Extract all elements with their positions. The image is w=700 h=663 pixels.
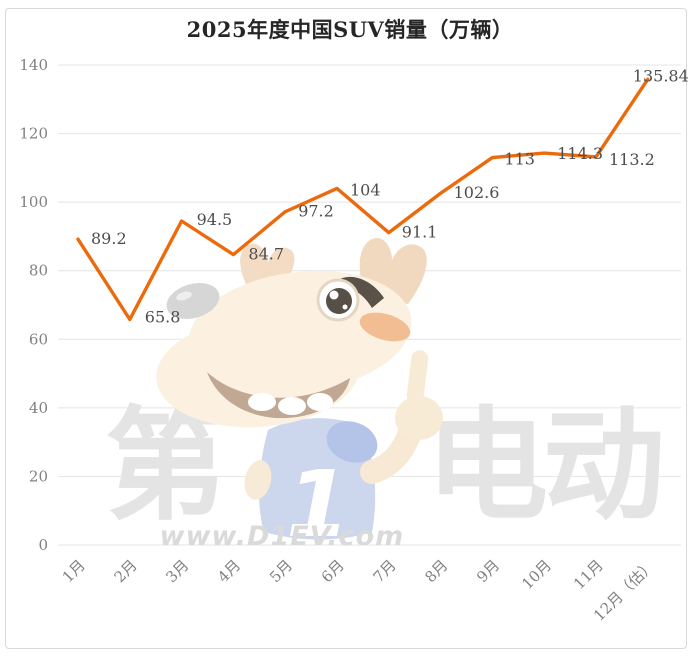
value-label: 91.1 bbox=[402, 223, 438, 242]
chart-title: 2025年度中国SUV销量（万辆） bbox=[186, 17, 514, 42]
value-label: 89.2 bbox=[91, 229, 127, 248]
value-label: 113.2 bbox=[609, 150, 655, 169]
watermark-url: www.D1EV.com bbox=[160, 521, 405, 552]
mascot-left-arm bbox=[244, 460, 272, 500]
mascot-arm bbox=[360, 420, 422, 484]
mascot-shirt-number: 1 bbox=[286, 451, 350, 558]
y-tick-label: 20 bbox=[29, 467, 48, 485]
mascot-eye-glint-small bbox=[342, 304, 348, 310]
watermark-char-mid: 电 bbox=[426, 395, 548, 537]
x-tick-label: 10月 bbox=[518, 556, 555, 593]
x-tick-label: 11月 bbox=[570, 556, 607, 593]
value-label: 104 bbox=[350, 180, 381, 199]
value-label: 97.2 bbox=[298, 202, 334, 221]
value-label: 65.8 bbox=[145, 307, 181, 326]
y-tick-label: 100 bbox=[19, 193, 48, 211]
mascot-finger bbox=[406, 350, 429, 404]
sales-line bbox=[76, 77, 650, 322]
x-tick-label: 7月 bbox=[370, 556, 400, 586]
mascot-tooth bbox=[278, 397, 306, 415]
value-label: 102.6 bbox=[454, 183, 500, 202]
x-tick-label: 3月 bbox=[162, 556, 192, 586]
mascot-ear bbox=[359, 312, 411, 342]
x-tick-label: 2月 bbox=[111, 556, 141, 586]
mascot-tooth bbox=[307, 393, 333, 411]
y-tick-label: 80 bbox=[29, 262, 48, 280]
x-tick-label: 9月 bbox=[473, 556, 503, 586]
watermark: 第 电 动 bbox=[105, 237, 665, 558]
x-tick-label: 5月 bbox=[266, 556, 296, 586]
value-label: 114.3 bbox=[557, 144, 603, 163]
mascot-deer-icon: 1 bbox=[156, 237, 443, 558]
value-label: 84.7 bbox=[248, 245, 284, 264]
y-tick-label: 140 bbox=[19, 56, 48, 74]
mascot-eye-glint bbox=[329, 290, 339, 300]
value-label: 135.84 bbox=[633, 66, 689, 85]
watermark-char-right: 动 bbox=[543, 395, 665, 537]
value-label: 113 bbox=[504, 150, 535, 169]
y-tick-label: 0 bbox=[38, 536, 48, 554]
y-tick-label: 120 bbox=[19, 125, 48, 143]
mascot-nose bbox=[166, 283, 220, 319]
x-tick-label: 4月 bbox=[214, 556, 244, 586]
sales-line-series bbox=[76, 77, 650, 322]
y-tick-label: 60 bbox=[29, 330, 48, 348]
x-tick-label: 6月 bbox=[318, 556, 348, 586]
x-tick-label: 8月 bbox=[421, 556, 451, 586]
mascot-tooth bbox=[248, 393, 276, 411]
mascot-pupil bbox=[326, 288, 352, 314]
mascot-fist bbox=[395, 396, 443, 440]
x-tick-label: 1月 bbox=[59, 556, 89, 586]
mascot-nose-highlight bbox=[176, 291, 192, 301]
y-axis-labels: 0 20 40 60 80 100 120 140 bbox=[19, 56, 48, 554]
value-label: 94.5 bbox=[197, 210, 233, 229]
gridlines bbox=[58, 64, 681, 546]
y-tick-label: 40 bbox=[29, 399, 48, 417]
mascot-sleeve bbox=[326, 421, 378, 463]
